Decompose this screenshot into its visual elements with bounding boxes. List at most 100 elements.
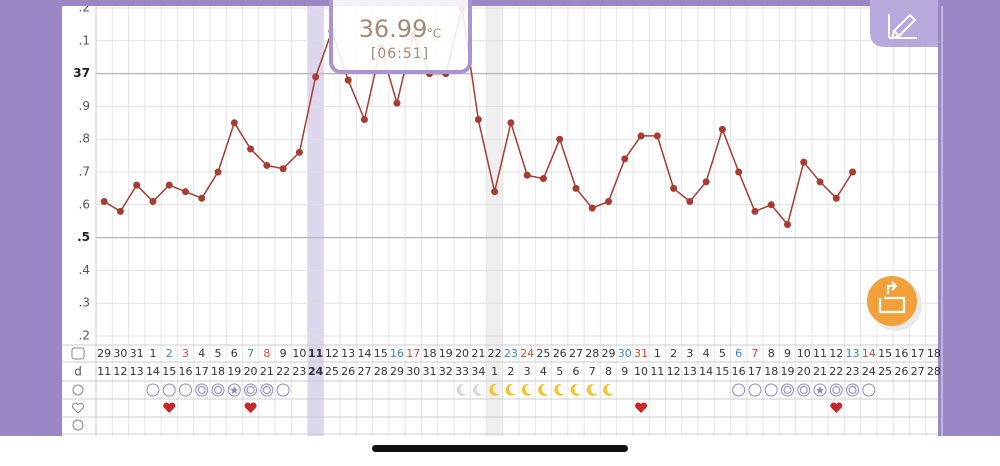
temperature-point [849,168,857,176]
moon-icon [554,383,565,396]
share-button-bg[interactable] [867,276,917,326]
temperature-point [214,168,222,176]
edit-icon[interactable] [888,13,917,40]
cycle-day: 14 [699,365,713,378]
moon-icon [456,383,468,396]
temperature-point [507,119,515,127]
temperature-point [751,207,759,215]
cycle-day: 32 [439,365,453,378]
date-label: 5 [719,347,726,360]
cycle-day: 25 [878,365,892,378]
cycle-day: 25 [325,365,339,378]
temperature-point [198,194,206,202]
temperature-point [621,155,629,163]
moon-icon [538,383,549,396]
temperature-point [572,184,580,192]
date-label: 6 [735,347,742,360]
fertility-icon [244,383,258,397]
cycle-day: 12 [113,365,127,378]
moon-icon [521,383,533,396]
date-label: 30 [618,347,632,360]
edit-button[interactable] [870,0,938,47]
temperature-point [100,198,108,206]
temperature-point [491,188,499,196]
tooltip-time: [06:51] [371,46,429,62]
fertility-icon [732,383,746,397]
fertility-icon-inner [197,386,206,394]
fertility-icon [764,383,778,397]
temperature-point [783,220,791,228]
y-tick-label: .2 [79,1,90,15]
temperature-point [686,198,694,206]
moon-icon [586,383,598,396]
y-tick-label: .8 [79,132,90,146]
fertility-icon [178,383,192,397]
temperature-point [588,204,596,212]
cycle-day: 11 [650,365,664,378]
heart-row-icon [71,402,85,414]
heart-icon [244,402,257,413]
date-label: 20 [455,347,469,360]
cycle-day: 27 [357,365,371,378]
moon-icon [489,383,500,396]
fertility-icon [195,383,209,397]
overlay: 36.99 °C [06:51] [329,0,938,331]
moon-icon [603,383,614,396]
cycle-day: 10 [634,365,648,378]
edit-button-bg[interactable] [870,0,938,47]
fertility-icon-inner [783,386,792,394]
temperature-point [816,178,824,186]
target-icon [72,384,84,396]
cycle-day: 26 [341,365,355,378]
cycle-day: 2 [507,365,514,378]
ovulation-star [230,386,239,394]
temperature-point [800,158,808,166]
selected-column [307,6,324,436]
fertility-icon [260,383,274,397]
date-label: 8 [768,347,775,360]
temperature-point [653,132,661,140]
y-tick-label: .4 [79,263,90,277]
fertility-icon [162,383,176,397]
temperature-point [556,135,564,143]
temperature-point [523,171,531,179]
cycle-day: 18 [764,365,778,378]
cycle-day: 27 [911,365,925,378]
date-label: 14 [862,347,876,360]
temperature-point [230,119,238,127]
date-label: 7 [751,347,758,360]
cycle-day: 28 [927,365,941,378]
y-tick-label: .9 [79,99,90,113]
cycle-day: 11 [97,365,111,378]
fertility-icon [146,383,160,397]
date-label: 14 [357,347,371,360]
date-label: 3 [182,347,189,360]
cycle-day: 19 [227,365,241,378]
fertility-icon [227,383,241,397]
fertility-icon [276,383,290,397]
temperature-point [605,198,613,206]
share-button[interactable] [867,276,922,331]
tooltip-unit: °C [427,27,441,41]
date-label: 18 [927,347,941,360]
date-label: 2 [166,347,173,360]
temperature-point [295,148,303,156]
fertility-icon-inner [799,386,808,394]
y-tick-label: 37 [73,66,90,80]
date-label: 2 [670,347,677,360]
date-label: 29 [602,347,616,360]
cycle-day: 30 [406,365,420,378]
date-label: 29 [97,347,111,360]
cycle-day: 23 [846,365,860,378]
temperature-point [116,207,124,215]
temperature-point [702,178,710,186]
date-label: 9 [784,347,791,360]
cycle-day: 6 [572,365,579,378]
fertility-icon [797,383,811,397]
top-edge [62,0,938,6]
date-label: 12 [829,347,843,360]
date-label: 28 [585,347,599,360]
temperature-point [539,175,547,183]
share-icon[interactable] [878,281,906,314]
